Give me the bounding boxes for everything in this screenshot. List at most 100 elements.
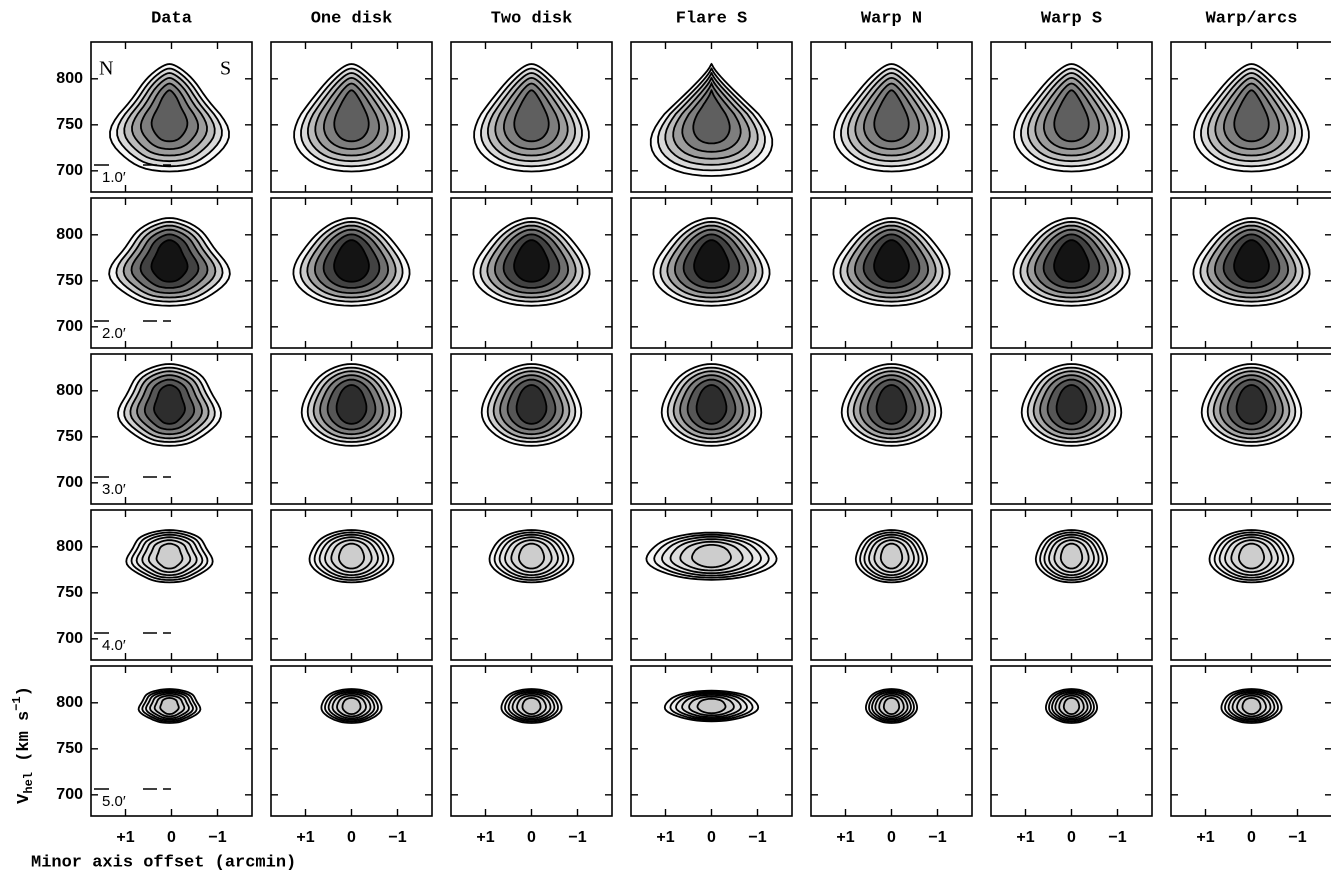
- contours: [1208, 529, 1295, 584]
- contour: [513, 239, 550, 283]
- panel: [1170, 41, 1331, 193]
- contours: [1013, 63, 1130, 173]
- column-title: Warp S: [1041, 9, 1102, 28]
- x-tick-label: 0: [887, 829, 896, 846]
- panel: [630, 353, 793, 505]
- column-title: Data: [151, 9, 192, 28]
- contours: [864, 688, 919, 724]
- contour: [150, 89, 189, 143]
- contour: [873, 239, 910, 283]
- panel: [630, 41, 793, 193]
- y-tick-label: 700: [56, 786, 83, 803]
- panel: [270, 197, 433, 349]
- contour: [695, 384, 728, 425]
- contour: [521, 696, 542, 716]
- contours: [320, 688, 383, 724]
- contour: [155, 542, 184, 570]
- contour: [875, 384, 908, 425]
- contour: [517, 542, 546, 570]
- panel: [270, 353, 433, 505]
- contour: [1053, 239, 1090, 283]
- contours: [473, 63, 590, 173]
- x-tick-label: 0: [1067, 829, 1076, 846]
- panel: [450, 509, 613, 661]
- contours: [1200, 363, 1303, 447]
- y-tick-label: 700: [56, 162, 83, 179]
- contour: [1055, 384, 1088, 425]
- contours: [1193, 63, 1310, 173]
- contours: [663, 689, 760, 723]
- x-tick-label: +1: [1196, 829, 1214, 846]
- contour: [691, 544, 732, 569]
- contours: [832, 217, 951, 307]
- contours: [1192, 217, 1311, 307]
- y-tick-label: 800: [56, 382, 83, 399]
- contours: [833, 63, 950, 173]
- x-tick-label: −1: [208, 829, 226, 846]
- x-axis-label: Minor axis offset (arcmin): [31, 853, 296, 872]
- column-title: Warp N: [861, 9, 922, 28]
- x-tick-label: −1: [928, 829, 946, 846]
- panel: [1170, 509, 1331, 661]
- column-title: Two disk: [491, 9, 573, 28]
- column-title: Warp/arcs: [1206, 9, 1298, 28]
- row-label: 2.0′: [102, 325, 126, 342]
- contours: [649, 62, 774, 177]
- contour: [341, 696, 362, 716]
- panel: [270, 509, 433, 661]
- panel: [1170, 353, 1331, 505]
- panel: [270, 41, 433, 193]
- contours: [108, 217, 231, 307]
- panel: [810, 353, 973, 505]
- contour: [337, 542, 366, 570]
- y-tick-label: 800: [56, 538, 83, 555]
- panel: +1 0 −1: [450, 665, 613, 846]
- panel: [450, 41, 613, 193]
- panel: [990, 197, 1153, 349]
- x-tick-label: 0: [347, 829, 356, 846]
- x-tick-label: 0: [167, 829, 176, 846]
- x-tick-label: −1: [568, 829, 586, 846]
- y-tick-label: 700: [56, 630, 83, 647]
- panel: [630, 197, 793, 349]
- y-tick-label: 700: [56, 474, 83, 491]
- contour: [333, 89, 370, 143]
- contours: [117, 363, 222, 447]
- contours: [1012, 217, 1131, 307]
- contour: [1062, 696, 1081, 716]
- panel: [990, 353, 1153, 505]
- contour: [1053, 89, 1090, 143]
- contour: [515, 384, 548, 425]
- contour: [1233, 239, 1270, 283]
- y-tick-label: 750: [56, 272, 83, 289]
- x-tick-label: +1: [836, 829, 854, 846]
- panel: [990, 509, 1153, 661]
- contour: [1235, 384, 1268, 425]
- contours: [500, 688, 563, 724]
- contours: [300, 363, 403, 447]
- contour: [1233, 89, 1270, 143]
- column-title: Flare S: [676, 9, 747, 28]
- x-tick-label: −1: [748, 829, 766, 846]
- y-tick-label: 800: [56, 70, 83, 87]
- contours: [652, 217, 771, 307]
- panel: +1 0 −1: [810, 665, 973, 846]
- x-tick-label: +1: [116, 829, 134, 846]
- contour: [1237, 542, 1266, 570]
- contour: [879, 542, 904, 570]
- y-tick-label: 700: [56, 318, 83, 335]
- x-tick-label: 0: [707, 829, 716, 846]
- x-tick-label: −1: [1288, 829, 1306, 846]
- column-title: One disk: [311, 9, 393, 28]
- contours: [1220, 688, 1283, 724]
- contour: [1059, 542, 1084, 570]
- contours: [480, 363, 583, 447]
- contours: [488, 529, 575, 584]
- contours: [1034, 529, 1109, 584]
- panel: [450, 353, 613, 505]
- panel: 700 750 800 4.0′: [56, 509, 253, 661]
- contour: [693, 239, 730, 283]
- y-tick-label: 750: [56, 116, 83, 133]
- y-tick-label: 800: [56, 694, 83, 711]
